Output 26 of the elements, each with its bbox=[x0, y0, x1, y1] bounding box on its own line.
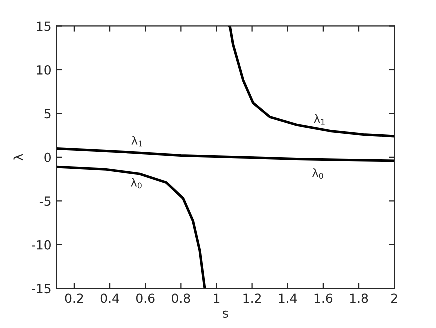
x-tick-label: 0.8 bbox=[172, 294, 190, 304]
y-tick-label: 0 bbox=[44, 152, 51, 162]
annotation: λ$_{0}$ bbox=[312, 168, 324, 179]
x-tick-label: 1.4 bbox=[279, 294, 298, 303]
x-tick-label: 1.8 bbox=[350, 294, 368, 304]
y-tick-label: 10 bbox=[37, 65, 51, 75]
y-tick-label: -10 bbox=[32, 240, 51, 250]
line-series bbox=[56, 166, 206, 289]
y-tick-label: -5 bbox=[40, 196, 51, 206]
line-series bbox=[56, 147, 395, 162]
y-tick-label: 5 bbox=[44, 109, 51, 119]
annotation: λ$_{1}$ bbox=[132, 136, 142, 147]
y-tick-label: 15 bbox=[37, 22, 51, 32]
x-tick-label: 2 bbox=[392, 294, 398, 303]
y-axis-title: λ bbox=[14, 154, 24, 161]
x-tick-label: 1.6 bbox=[314, 294, 333, 304]
y-tick-label: -15 bbox=[32, 284, 51, 294]
annotation: λ$_{0}$ bbox=[131, 178, 142, 189]
x-tick-label: 0.6 bbox=[136, 294, 155, 304]
annotation: λ$_{1}$ bbox=[314, 114, 325, 125]
x-tick-label: 0.2 bbox=[65, 294, 84, 304]
x-tick-label: 1 bbox=[214, 294, 220, 303]
x-tick-label: 1.2 bbox=[244, 294, 261, 303]
x-axis-title: s bbox=[223, 310, 228, 318]
line-series bbox=[228, 26, 395, 138]
x-tick-label: 0.4 bbox=[100, 294, 120, 304]
